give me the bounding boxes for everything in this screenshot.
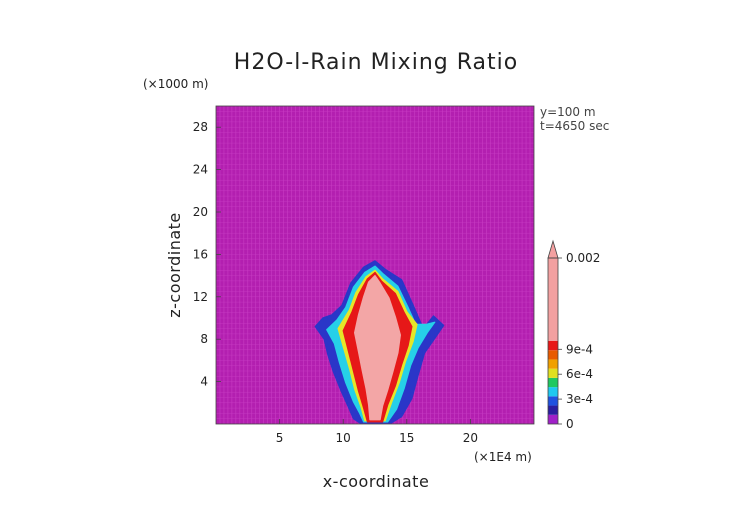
colorbar-tick-label: 9e-4: [566, 342, 593, 356]
colorbar-segment: [548, 350, 558, 360]
x-tick-label: 20: [463, 431, 478, 445]
y-tick-label: 16: [193, 247, 208, 261]
colorbar-segment: [548, 396, 558, 406]
colorbar-segment: [548, 341, 558, 351]
colorbar: 0 3e-4 6e-4 9e-4 0.002: [547, 239, 600, 431]
y-axis: 4 8 12 16 20 24 28: [193, 120, 221, 389]
colorbar-tick-label: 6e-4: [566, 367, 593, 381]
plot-frame: [215, 105, 535, 425]
y-axis-label: z-coordinate: [165, 212, 184, 318]
y-tick-label: 12: [193, 290, 208, 304]
y-tick-label: 8: [200, 332, 208, 346]
info-label: t=4650 sec: [540, 119, 609, 133]
colorbar-segment: [548, 405, 558, 415]
y-axis-units: (×1000 m): [143, 77, 208, 91]
y-tick-label: 20: [193, 205, 208, 219]
colorbar-tick-label: 0: [566, 417, 574, 431]
colorbar-segment: [548, 359, 558, 369]
colorbar-tick-label: 0.002: [566, 251, 600, 265]
x-tick-label: 15: [399, 431, 414, 445]
colorbar-segment: [548, 414, 558, 424]
colorbar-arrow: [547, 239, 559, 259]
colorbar-frame: [547, 257, 559, 425]
x-tick-label: 10: [336, 431, 351, 445]
y-tick-label: 28: [193, 120, 208, 134]
contour-pink: [354, 275, 401, 421]
info-label: y=100 m: [540, 105, 596, 119]
colorbar-segment: [548, 368, 558, 378]
colorbar-segment: [548, 387, 558, 397]
contour-regions: [314, 260, 445, 424]
x-axis-label: x-coordinate: [323, 472, 430, 491]
chart-title: H2O-l-Rain Mixing Ratio: [234, 50, 518, 75]
y-tick-label: 24: [193, 163, 208, 177]
info-group: y=100 mt=4650 sec: [540, 105, 609, 133]
x-tick-label: 5: [276, 431, 284, 445]
y-tick-label: 4: [200, 375, 208, 389]
colorbar-segment: [548, 258, 558, 341]
plot-area: [215, 105, 535, 425]
colorbar-tick-label: 3e-4: [566, 392, 593, 406]
colorbar-segment: [548, 377, 558, 388]
x-axis-units: (×1E4 m): [474, 450, 532, 464]
x-axis: 5 10 15 20: [276, 419, 478, 445]
